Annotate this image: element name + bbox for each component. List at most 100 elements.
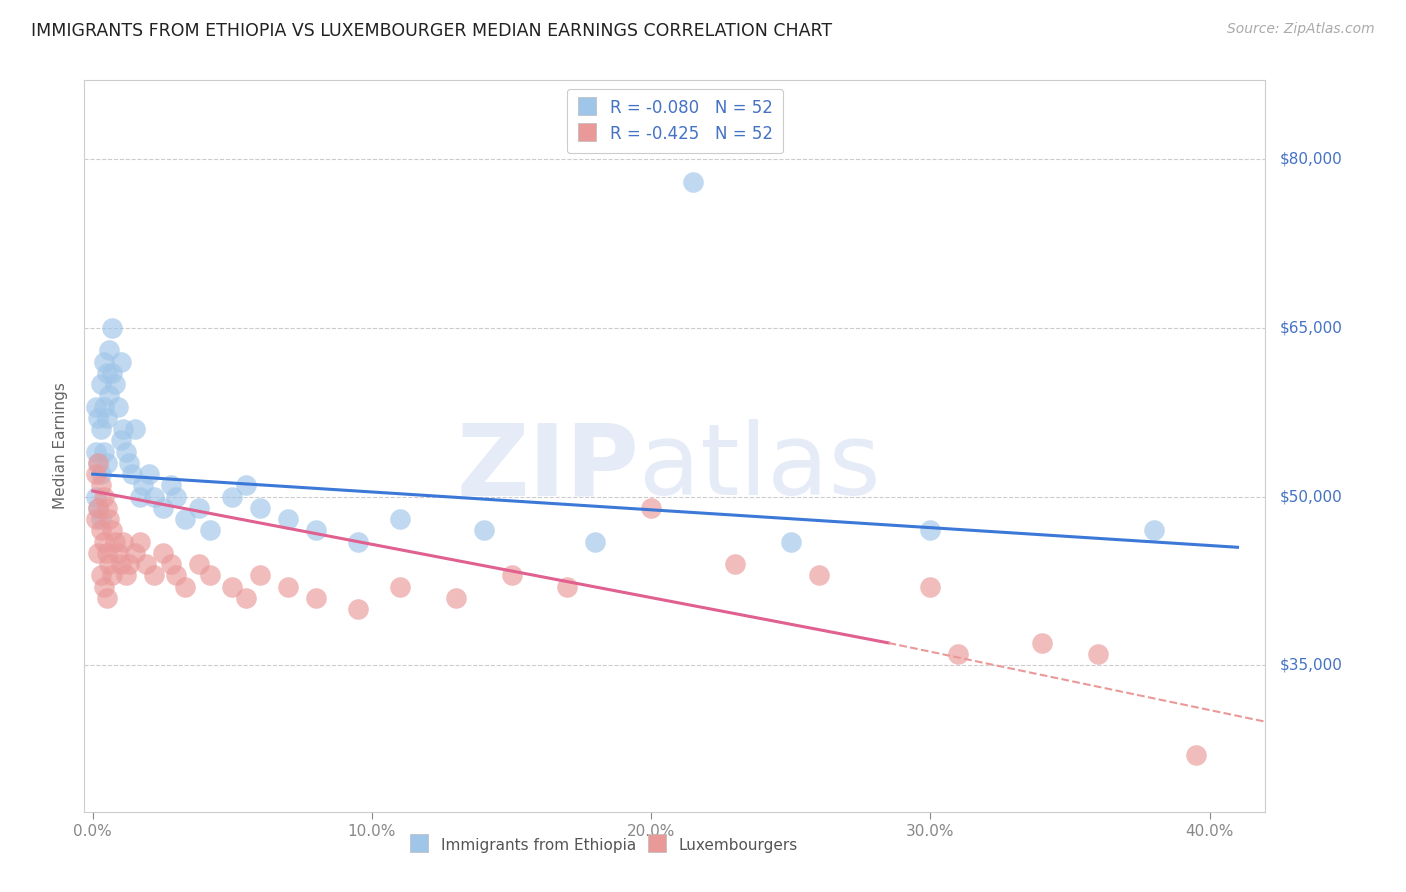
Text: ZIP: ZIP (457, 419, 640, 516)
Point (807, 568, 830, 582)
Point (724, 557, 747, 571)
Point (249, 568, 271, 582)
Point (124, 546, 146, 560)
Text: $80,000: $80,000 (1279, 152, 1343, 167)
Point (160, 557, 183, 571)
Point (948, 647, 970, 661)
Point (277, 512, 299, 526)
Point (96, 410, 118, 425)
Text: atlas: atlas (640, 419, 882, 516)
Text: IMMIGRANTS FROM ETHIOPIA VS LUXEMBOURGER MEDIAN EARNINGS CORRELATION CHART: IMMIGRANTS FROM ETHIOPIA VS LUXEMBOURGER… (31, 22, 832, 40)
Point (166, 490, 188, 504)
Point (135, 557, 157, 571)
Point (129, 534, 152, 549)
Point (143, 490, 166, 504)
Point (98, 343, 121, 358)
Point (143, 568, 166, 582)
Point (472, 524, 495, 538)
Point (640, 500, 662, 515)
Text: $35,000: $35,000 (1279, 658, 1343, 673)
Legend: Immigrants from Ethiopia, Luxembourgers: Immigrants from Ethiopia, Luxembourgers (404, 830, 804, 859)
Point (305, 524, 328, 538)
Point (235, 591, 257, 605)
Point (277, 580, 299, 594)
Point (98, 557, 121, 571)
Point (583, 534, 606, 549)
Point (84, 400, 107, 414)
Point (107, 400, 129, 414)
Point (93, 400, 115, 414)
Point (221, 490, 243, 504)
Point (118, 456, 141, 470)
Point (124, 422, 146, 436)
Point (198, 524, 221, 538)
Point (1143, 524, 1166, 538)
Point (173, 512, 195, 526)
Point (90, 524, 112, 538)
Point (166, 568, 188, 582)
Point (779, 534, 801, 549)
Point (96, 500, 118, 515)
Point (132, 478, 155, 492)
Point (90, 377, 112, 392)
Point (87, 456, 110, 470)
Point (96, 366, 118, 380)
Point (115, 444, 138, 458)
Point (138, 467, 160, 482)
Text: $65,000: $65,000 (1279, 320, 1343, 335)
Point (93, 444, 115, 458)
Point (1031, 636, 1053, 650)
Point (388, 580, 411, 594)
Point (96, 591, 118, 605)
Point (110, 557, 132, 571)
Point (84, 490, 107, 504)
Point (115, 568, 138, 582)
Point (112, 422, 135, 436)
Point (90, 467, 112, 482)
Point (87, 410, 110, 425)
Point (347, 534, 370, 549)
Point (347, 602, 370, 616)
Text: $50,000: $50,000 (1279, 489, 1343, 504)
Point (152, 546, 174, 560)
Point (101, 366, 124, 380)
Point (682, 175, 704, 189)
Point (118, 557, 141, 571)
Point (110, 354, 132, 368)
Point (104, 534, 127, 549)
Point (84, 467, 107, 482)
Point (90, 422, 112, 436)
Point (90, 478, 112, 492)
Y-axis label: Median Earnings: Median Earnings (53, 383, 69, 509)
Point (107, 546, 129, 560)
Point (96, 456, 118, 470)
Point (249, 500, 271, 515)
Point (87, 500, 110, 515)
Point (187, 500, 209, 515)
Point (84, 444, 107, 458)
Point (87, 500, 110, 515)
Point (1184, 748, 1206, 763)
Point (221, 580, 243, 594)
Point (93, 534, 115, 549)
Point (93, 354, 115, 368)
Point (198, 568, 221, 582)
Point (84, 512, 107, 526)
Point (112, 534, 135, 549)
Point (98, 512, 121, 526)
Point (104, 377, 127, 392)
Point (110, 434, 132, 448)
Point (557, 580, 579, 594)
Point (90, 512, 112, 526)
Point (121, 467, 143, 482)
Point (101, 321, 124, 335)
Point (501, 568, 523, 582)
Point (152, 500, 174, 515)
Point (101, 568, 124, 582)
Point (388, 512, 411, 526)
Point (173, 580, 195, 594)
Point (93, 490, 115, 504)
Point (129, 490, 152, 504)
Point (444, 591, 467, 605)
Point (920, 524, 942, 538)
